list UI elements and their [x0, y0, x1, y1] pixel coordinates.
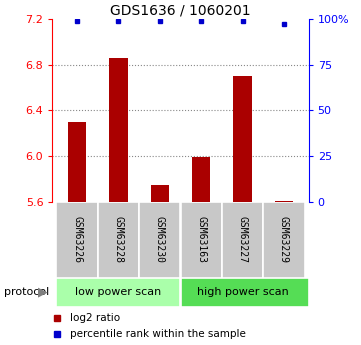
Text: log2 ratio: log2 ratio: [70, 313, 121, 323]
Bar: [56, 278, 180, 307]
Text: GSM63228: GSM63228: [113, 216, 123, 263]
Text: high power scan: high power scan: [197, 287, 288, 297]
Text: GSM63227: GSM63227: [238, 216, 248, 263]
Text: protocol: protocol: [4, 287, 49, 297]
Bar: [233, 76, 252, 202]
Bar: [98, 202, 139, 278]
Text: GSM63226: GSM63226: [72, 216, 82, 263]
Text: GSM63163: GSM63163: [196, 216, 206, 263]
Bar: [275, 201, 293, 202]
Bar: [222, 202, 263, 278]
Text: percentile rank within the sample: percentile rank within the sample: [70, 329, 246, 339]
Bar: [139, 202, 180, 278]
Bar: [68, 122, 86, 202]
Text: ▶: ▶: [38, 286, 48, 299]
Bar: [109, 58, 128, 202]
Bar: [151, 185, 169, 202]
Bar: [180, 202, 222, 278]
Bar: [180, 278, 309, 307]
Bar: [192, 157, 210, 202]
Bar: [263, 202, 305, 278]
Bar: [56, 202, 98, 278]
Text: low power scan: low power scan: [75, 287, 162, 297]
Title: GDS1636 / 1060201: GDS1636 / 1060201: [110, 4, 251, 18]
Text: GSM63230: GSM63230: [155, 216, 165, 263]
Text: GSM63229: GSM63229: [279, 216, 289, 263]
